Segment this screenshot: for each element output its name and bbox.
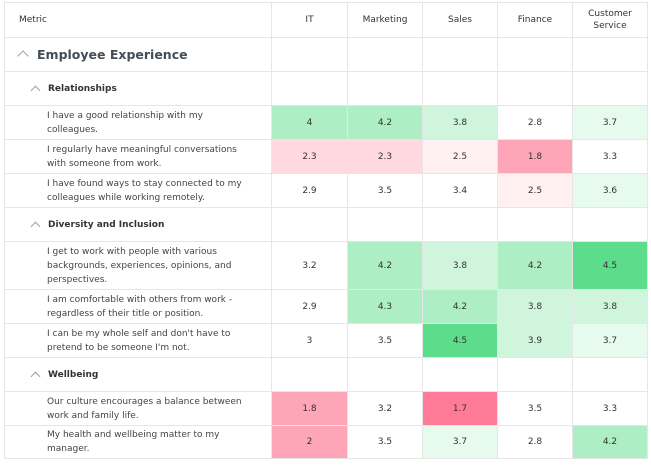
heatmap-cell: 3.2 xyxy=(347,391,423,426)
heatmap-cell: 2.9 xyxy=(271,289,348,324)
heatmap-cell: 3.7 xyxy=(422,425,498,459)
heatmap-cell: 3.6 xyxy=(572,173,648,208)
heatmap-cell: 2.8 xyxy=(497,105,573,140)
heatmap-cell: 4.2 xyxy=(497,241,573,290)
table-row: I am comfortable with others from work -… xyxy=(4,289,648,324)
subsection-row-diversity-inclusion[interactable]: Diversity and Inclusion xyxy=(4,207,648,242)
row-label: I get to work with people with various b… xyxy=(4,241,272,290)
heatmap-cell: 1.8 xyxy=(497,139,573,174)
subsection-title: Wellbeing xyxy=(48,369,99,380)
table-row: I have found ways to stay connected to m… xyxy=(4,173,648,208)
row-label: I am comfortable with others from work -… xyxy=(4,289,272,324)
row-label: My health and wellbeing matter to my man… xyxy=(4,425,272,459)
column-header-metric[interactable]: Metric xyxy=(4,2,272,38)
heatmap-cell: 4.2 xyxy=(347,105,423,140)
heatmap-cell: 3.7 xyxy=(572,105,648,140)
heatmap-cell: 2.5 xyxy=(497,173,573,208)
chevron-up-icon[interactable] xyxy=(17,50,29,62)
heatmap-cell: 3.5 xyxy=(497,391,573,426)
heatmap-cell: 3.3 xyxy=(572,139,648,174)
row-label: Our culture encourages a balance between… xyxy=(4,391,272,426)
column-header-marketing[interactable]: Marketing xyxy=(347,2,423,38)
row-label: I have a good relationship with my colle… xyxy=(4,105,272,140)
row-label: I regularly have meaningful conversation… xyxy=(4,139,272,174)
heatmap-cell: 1.7 xyxy=(422,391,498,426)
column-header-sales[interactable]: Sales xyxy=(422,2,498,38)
table-row: I can be my whole self and don't have to… xyxy=(4,323,648,358)
heatmap-cell: 4 xyxy=(271,105,348,140)
table-row: I regularly have meaningful conversation… xyxy=(4,139,648,174)
heatmap-cell: 3.8 xyxy=(422,105,498,140)
section-row[interactable]: Employee Experience xyxy=(4,37,648,72)
header-row: Metric IT Marketing Sales Finance Custom… xyxy=(4,2,648,38)
subsection-title: Relationships xyxy=(48,83,117,94)
heatmap-cell: 2 xyxy=(271,425,348,459)
heatmap-cell: 4.2 xyxy=(347,241,423,290)
table-row: Our culture encourages a balance between… xyxy=(4,391,648,426)
heatmap-cell: 3.8 xyxy=(497,289,573,324)
heatmap-cell: 3.4 xyxy=(422,173,498,208)
subsection-row-relationships[interactable]: Relationships xyxy=(4,71,648,106)
chevron-up-icon[interactable] xyxy=(30,221,41,231)
chevron-up-icon[interactable] xyxy=(30,371,41,381)
heatmap-cell: 4.5 xyxy=(572,241,648,290)
chevron-up-icon[interactable] xyxy=(30,85,41,95)
table-row: My health and wellbeing matter to my man… xyxy=(4,425,648,459)
column-header-it[interactable]: IT xyxy=(271,2,348,38)
section-title: Employee Experience xyxy=(37,47,188,62)
heatmap-cell: 4.2 xyxy=(572,425,648,459)
heatmap-cell: 2.3 xyxy=(347,139,423,174)
heatmap-cell: 4.3 xyxy=(347,289,423,324)
heatmap-cell: 3.3 xyxy=(572,391,648,426)
row-label: I can be my whole self and don't have to… xyxy=(4,323,272,358)
column-header-finance[interactable]: Finance xyxy=(497,2,573,38)
heatmap-cell: 3.5 xyxy=(347,323,423,358)
heatmap-cell: 2.3 xyxy=(271,139,348,174)
heatmap-cell: 2.8 xyxy=(497,425,573,459)
table-row: I get to work with people with various b… xyxy=(4,241,648,290)
row-label: I have found ways to stay connected to m… xyxy=(4,173,272,208)
heatmap-cell: 3.5 xyxy=(347,425,423,459)
heatmap-cell: 4.2 xyxy=(422,289,498,324)
heatmap-cell: 3.2 xyxy=(271,241,348,290)
heatmap-cell: 2.9 xyxy=(271,173,348,208)
subsection-title: Diversity and Inclusion xyxy=(48,219,165,230)
heatmap-cell: 3.7 xyxy=(572,323,648,358)
table-row: I have a good relationship with my colle… xyxy=(4,105,648,140)
heatmap-cell: 2.5 xyxy=(422,139,498,174)
heatmap-cell: 1.8 xyxy=(271,391,348,426)
subsection-row-wellbeing[interactable]: Wellbeing xyxy=(4,357,648,392)
heatmap-cell: 3 xyxy=(271,323,348,358)
heatmap-cell: 4.5 xyxy=(422,323,498,358)
heatmap-cell: 3.8 xyxy=(422,241,498,290)
heatmap-cell: 3.8 xyxy=(572,289,648,324)
column-header-customer-service[interactable]: Customer Service xyxy=(572,2,648,38)
heatmap-cell: 3.9 xyxy=(497,323,573,358)
heatmap-cell: 3.5 xyxy=(347,173,423,208)
heatmap-table: Metric IT Marketing Sales Finance Custom… xyxy=(4,2,648,459)
